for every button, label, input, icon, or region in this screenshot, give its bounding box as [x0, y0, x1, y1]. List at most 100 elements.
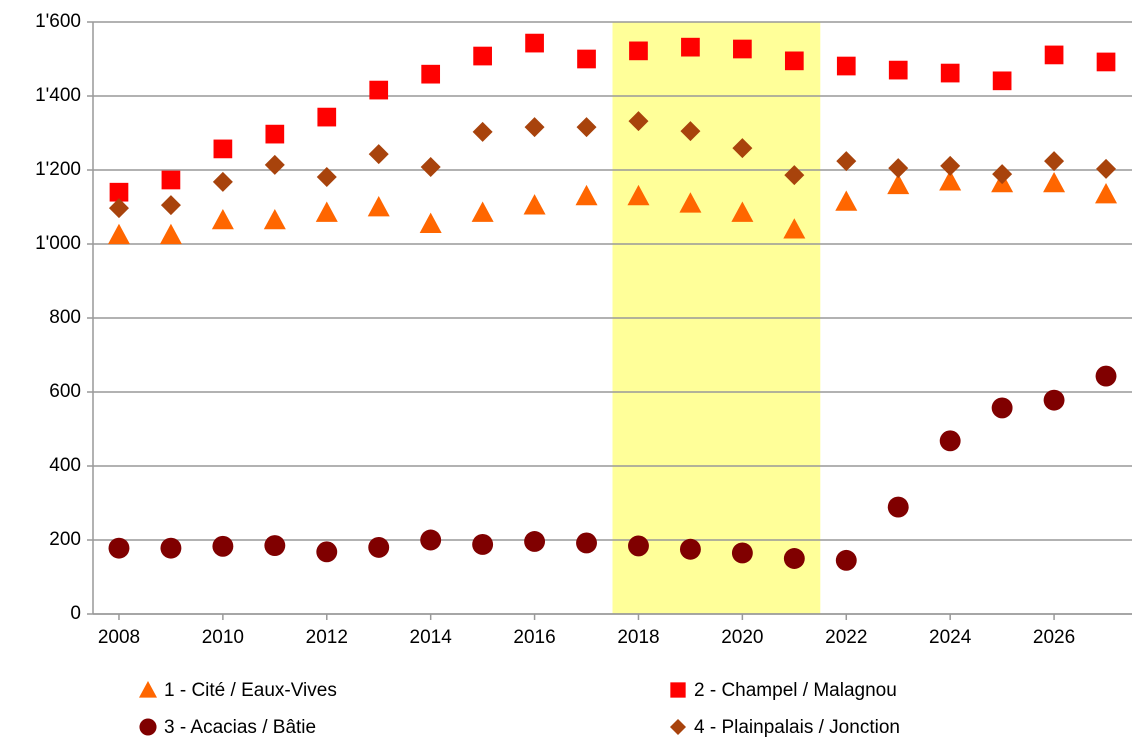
marker-square [109, 182, 129, 202]
marker-circle [991, 397, 1013, 419]
marker-square [213, 139, 233, 159]
marker-triangle [159, 223, 182, 245]
marker-diamond [1096, 158, 1117, 179]
marker-triangle [575, 184, 598, 206]
marker-triangle [627, 184, 650, 206]
marker-square [784, 51, 804, 71]
marker-circle [212, 535, 234, 557]
marker-diamond [680, 121, 701, 142]
marker-diamond [940, 155, 961, 176]
marker-diamond [888, 158, 909, 179]
marker-square [992, 71, 1012, 91]
marker-square [1096, 52, 1116, 72]
x-tick-label: 2024 [929, 627, 972, 648]
y-tick-label: 600 [49, 381, 81, 402]
marker-diamond [160, 195, 181, 216]
marker-diamond [316, 167, 337, 188]
marker-diamond [784, 165, 805, 186]
marker-circle [679, 538, 701, 560]
marker-triangle [107, 223, 130, 245]
marker-square [1044, 45, 1064, 65]
marker-square [940, 63, 960, 83]
marker-triangle [783, 218, 806, 239]
marker-diamond [1044, 151, 1065, 172]
marker-diamond [628, 111, 649, 132]
marker-square [525, 33, 544, 53]
marker-circle [1095, 365, 1117, 387]
x-tick-label: 2020 [721, 627, 763, 648]
marker-triangle [419, 212, 442, 233]
marker-triangle [211, 208, 234, 230]
marker-triangle [679, 192, 702, 213]
marker-circle [731, 542, 753, 564]
marker-circle [524, 531, 546, 552]
marker-circle [576, 532, 597, 554]
y-tick-label: 1'000 [35, 233, 81, 254]
marker-triangle [731, 201, 754, 222]
y-tick-label: 0 [70, 603, 81, 624]
marker-square [577, 49, 596, 69]
marker-triangle [523, 194, 546, 215]
marker-square [836, 56, 856, 76]
marker-circle [264, 535, 286, 556]
marker-circle [783, 548, 805, 569]
marker-square [733, 39, 752, 59]
marker-triangle [263, 208, 286, 230]
marker-square [265, 124, 285, 144]
y-tick-label: 200 [49, 529, 81, 550]
marker-square [888, 60, 908, 80]
y-tick-label: 1'400 [35, 85, 81, 106]
legend-label: 1 - Cité / Eaux-Vives [164, 680, 337, 701]
x-tick-label: 2016 [513, 627, 555, 648]
y-tick-label: 1'200 [35, 159, 81, 180]
marker-square [473, 46, 492, 66]
marker-square [161, 170, 181, 190]
y-tick-label: 400 [49, 455, 81, 476]
marker-circle [887, 496, 909, 518]
marker-diamond [992, 164, 1013, 185]
marker-circle [835, 549, 857, 571]
marker-triangle [939, 170, 962, 191]
y-tick-label: 1'600 [35, 11, 81, 32]
marker-circle [939, 430, 961, 452]
marker-diamond [108, 198, 129, 219]
marker-triangle [139, 681, 157, 698]
marker-circle [472, 533, 494, 555]
marker-circle [368, 536, 390, 558]
marker-diamond [836, 151, 857, 172]
marker-triangle [1043, 171, 1066, 193]
marker-diamond [368, 144, 389, 165]
marker-circle [160, 537, 182, 559]
marker-square [629, 41, 648, 61]
marker-circle [420, 529, 442, 551]
x-tick-label: 2026 [1033, 627, 1075, 648]
legend-label: 3 - Acacias / Bâtie [164, 717, 316, 738]
marker-diamond [732, 138, 753, 159]
marker-triangle [1095, 183, 1118, 204]
x-tick-label: 2014 [410, 627, 453, 648]
marker-diamond [420, 157, 441, 178]
marker-diamond [670, 719, 686, 735]
legend-label: 2 - Champel / Malagnou [694, 680, 897, 701]
x-tick-label: 2010 [202, 627, 244, 648]
marker-diamond [576, 117, 597, 138]
marker-square [670, 682, 686, 698]
marker-square [421, 64, 441, 84]
marker-diamond [472, 121, 493, 142]
marker-circle [1043, 389, 1065, 411]
marker-diamond [524, 117, 545, 138]
x-tick-label: 2022 [825, 627, 867, 648]
x-tick-label: 2018 [617, 627, 659, 648]
marker-square [681, 37, 700, 57]
x-tick-label: 2008 [98, 627, 140, 648]
marker-circle [139, 718, 157, 736]
marker-diamond [212, 171, 233, 192]
marker-square [317, 107, 337, 127]
marker-triangle [367, 196, 390, 217]
marker-circle [628, 535, 649, 557]
marker-square [369, 80, 389, 100]
marker-circle [316, 541, 338, 563]
marker-triangle [315, 201, 338, 222]
marker-triangle [835, 190, 858, 211]
